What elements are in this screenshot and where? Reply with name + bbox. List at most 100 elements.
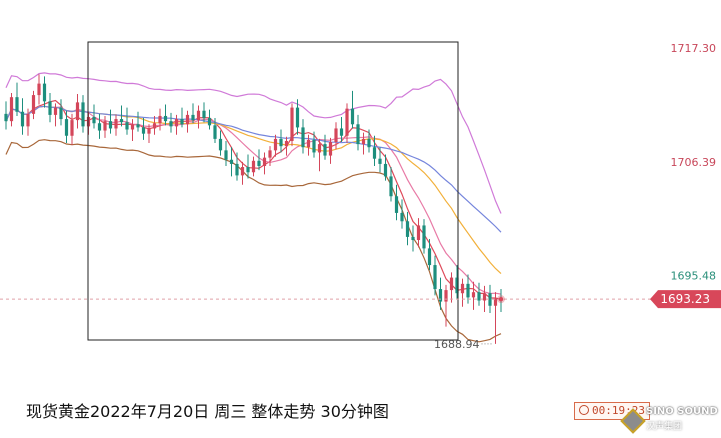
candle [416,218,421,248]
candle-body [9,97,14,122]
candle-body [438,289,443,302]
candle [477,282,481,306]
candle-body [152,123,157,129]
candle [235,152,239,181]
candle [257,149,261,171]
ma20-line [5,105,502,275]
candle-body [42,83,47,102]
candle-body [163,115,168,122]
candle-body [169,121,173,127]
candle-body [378,158,382,164]
candle-body [114,119,118,129]
candle [31,90,36,120]
candle [196,105,201,129]
candle [422,219,426,254]
candle-body [279,138,283,147]
candle-body [130,124,135,130]
candle [9,93,14,127]
candle [356,114,360,151]
candle-body [312,139,316,153]
low-marker-label: 1688.94 [434,338,480,351]
current-price-dot [498,296,504,302]
candle [42,76,47,108]
candle [444,284,448,327]
candle [427,239,432,271]
candle-body [15,97,19,112]
candle [301,119,305,154]
candle-body [20,111,25,127]
candle-body [323,144,327,156]
candle-body [196,110,201,121]
candle-body [64,119,69,136]
candle [20,98,25,135]
candle [103,115,107,138]
candle-body [59,107,63,120]
candle-body [416,225,421,241]
candle-body [493,298,498,306]
candle-body [108,121,113,129]
candle [141,118,146,140]
candle-body [97,123,102,131]
candle-body [218,138,223,151]
candle [361,132,366,155]
candle [48,93,52,123]
y-tick-label: 1717.30 [671,42,717,55]
candle-body [389,176,393,197]
candle [114,114,118,136]
candle [279,129,283,153]
candle [394,184,399,221]
candle-body [460,283,465,294]
candle-body [31,95,36,114]
candle-body [4,113,8,122]
clock-icon [579,405,589,415]
candle-body [284,140,289,147]
candle-body [482,293,487,301]
candle-body [394,196,399,213]
candle-body [268,150,272,158]
candle [378,147,382,173]
candle [97,113,102,139]
candle-body [477,292,481,301]
candle-body [301,127,305,148]
candle-body [53,107,58,115]
candle [15,82,19,116]
ma5-line [5,99,502,300]
candle-body [262,157,267,166]
brand-name: SINO SOUND [646,406,718,417]
candle-body [191,114,195,121]
candle-body [257,160,261,166]
candle [251,156,256,177]
candle [229,147,234,177]
candle [290,103,294,147]
candle-body [444,290,448,302]
candle [306,134,311,156]
candle-body [174,119,179,127]
candle [240,161,245,185]
focus-box [87,41,459,341]
candle-body [119,119,124,123]
candle [295,99,300,135]
candle [317,138,322,172]
candle-body [339,128,344,136]
candle [218,130,223,156]
candle [273,134,278,157]
candle-body [367,138,371,148]
y-axis: 1717.30 1706.39 1695.48 [671,42,717,283]
candle-body [180,119,184,125]
candle-body [466,283,470,298]
current-price-tag [650,290,721,309]
candle [433,255,437,296]
candle-body [328,142,333,156]
candle-body [147,128,151,134]
candle [136,111,140,132]
candle [37,74,41,105]
candle [180,107,184,128]
candle [383,154,388,181]
candle [158,108,162,131]
candle [174,114,179,135]
candle [26,108,30,136]
candle [119,105,124,127]
candle-body [455,277,459,294]
candle-body [383,163,388,177]
candle [70,113,74,146]
